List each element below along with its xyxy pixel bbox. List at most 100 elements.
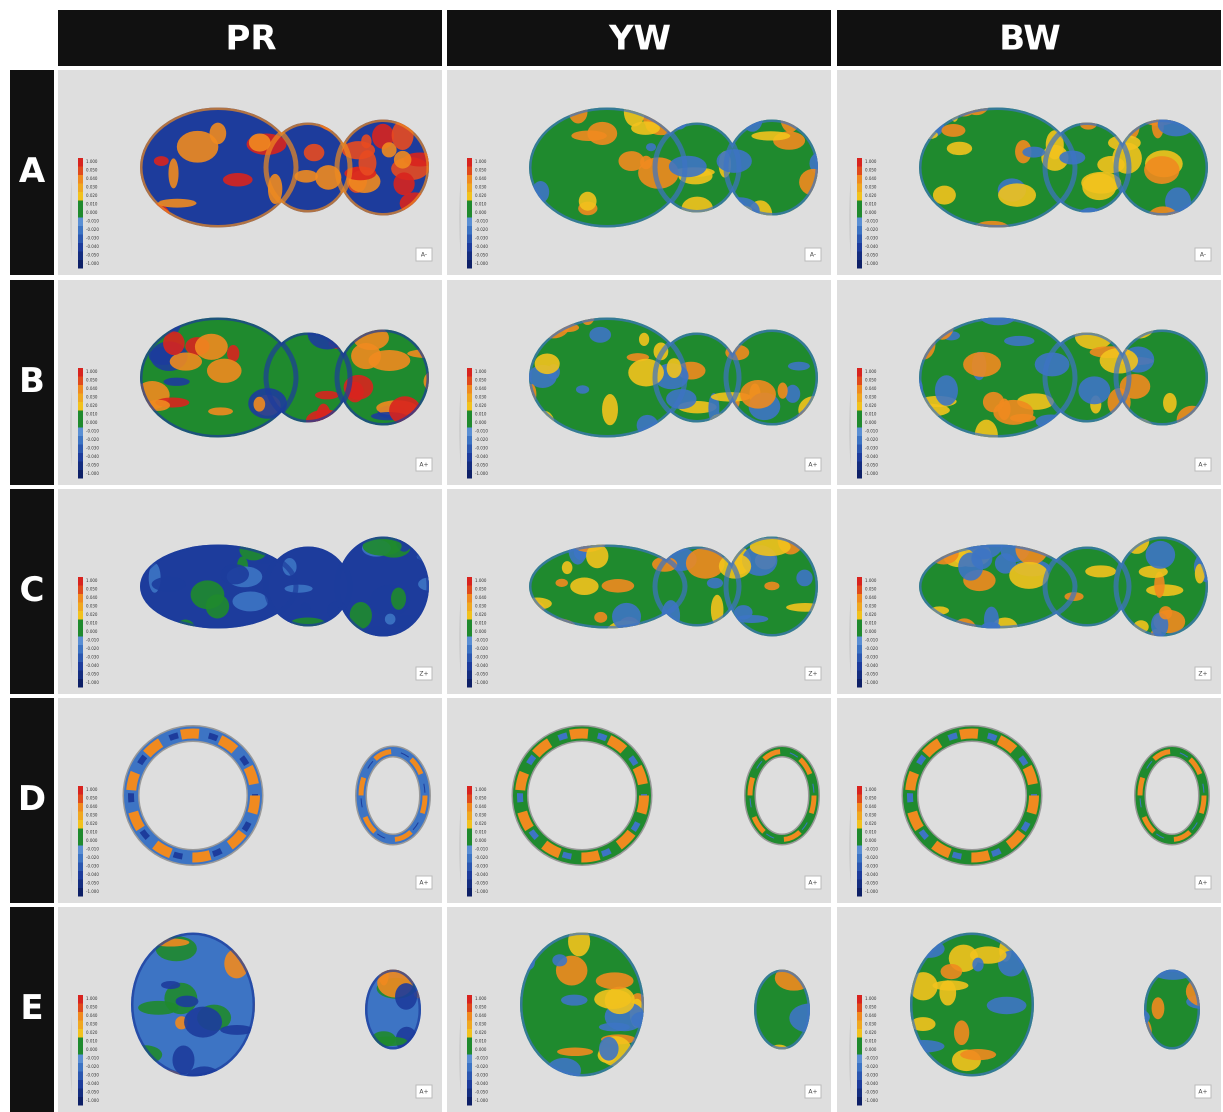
- scale-label: -1.000: [475, 889, 488, 894]
- scale-swatch: [857, 428, 862, 437]
- scale-label: -0.050: [865, 881, 878, 886]
- scale-swatch: [78, 419, 83, 428]
- scale-swatch: [467, 175, 472, 184]
- scale-label: 0.030: [475, 813, 487, 818]
- scale-swatch: [467, 462, 472, 471]
- scale-label: -0.030: [865, 864, 878, 869]
- scale-label: 0.050: [86, 1005, 98, 1010]
- scale-swatch: [857, 1097, 862, 1106]
- scale-swatch: [857, 888, 862, 897]
- scale-label: 0.030: [86, 1022, 98, 1027]
- scale-swatch: [467, 995, 472, 1004]
- row-label: C: [20, 570, 45, 610]
- scale-label: 1.000: [475, 159, 487, 164]
- scale-swatch: [467, 837, 472, 846]
- view-icon-label: A-: [421, 252, 427, 259]
- scale-swatch: [467, 594, 472, 603]
- view-icon-label: Z+: [1198, 671, 1207, 678]
- scale-label: -0.020: [865, 1064, 878, 1069]
- scale-label: 1.000: [865, 159, 877, 164]
- scale-label: -0.050: [86, 881, 99, 886]
- scale-swatch: [467, 628, 472, 637]
- scale-swatch: [857, 462, 862, 471]
- scale-swatch: [857, 829, 862, 838]
- scale-label: 0.040: [475, 595, 487, 600]
- scale-label: 0.020: [475, 193, 487, 198]
- scale-label: 0.000: [475, 1047, 487, 1052]
- view-icon-label: A-: [810, 252, 816, 259]
- scale-swatch: [78, 470, 83, 479]
- scale-label: -0.020: [86, 437, 99, 442]
- view-icon-label: A+: [808, 880, 817, 887]
- scale-label: 0.050: [86, 587, 98, 592]
- scale-swatch: [467, 419, 472, 428]
- scale-swatch: [857, 167, 862, 176]
- scale-swatch: [857, 252, 862, 261]
- panel: 1.0000.0500.0400.0300.0200.0100.000-0.01…: [447, 489, 840, 694]
- scale-label: 0.010: [865, 830, 877, 835]
- scale-swatch: [78, 820, 83, 829]
- scale-label: 0.000: [86, 420, 98, 425]
- scale-label: 1.000: [475, 996, 487, 1001]
- scale-label: -0.020: [86, 855, 99, 860]
- scale-swatch: [467, 411, 472, 420]
- scale-label: 0.010: [86, 830, 98, 835]
- scale-swatch: [857, 1029, 862, 1038]
- scale-label: 0.000: [865, 629, 877, 634]
- scale-label: 0.030: [475, 395, 487, 400]
- scale-swatch: [78, 209, 83, 218]
- scale-label: -0.040: [475, 663, 488, 668]
- scale-swatch: [467, 445, 472, 454]
- scale-label: 0.010: [865, 1039, 877, 1044]
- scale-swatch: [857, 218, 862, 227]
- scale-label: -0.020: [86, 227, 99, 232]
- scale-label: -0.030: [86, 446, 99, 451]
- scale-label: 0.030: [86, 604, 98, 609]
- scale-label: 0.050: [86, 378, 98, 383]
- scale-swatch: [78, 184, 83, 193]
- scale-label: -0.010: [865, 638, 878, 643]
- scale-label: 0.010: [86, 412, 98, 417]
- scale-label: 0.010: [86, 1039, 98, 1044]
- row-label: E: [20, 988, 43, 1028]
- scale-swatch: [857, 880, 862, 889]
- scale-swatch: [78, 1038, 83, 1047]
- scale-swatch: [78, 1080, 83, 1089]
- scale-label: 0.050: [475, 796, 487, 801]
- scale-label: 0.000: [86, 210, 98, 215]
- view-icon-label: A+: [419, 1089, 428, 1096]
- scale-swatch: [857, 837, 862, 846]
- scale-swatch: [467, 846, 472, 855]
- scale-swatch: [467, 385, 472, 394]
- scale-label: -0.030: [865, 446, 878, 451]
- scale-swatch: [78, 829, 83, 838]
- scale-swatch: [467, 611, 472, 620]
- scale-label: -0.020: [475, 437, 488, 442]
- scale-swatch: [467, 470, 472, 479]
- scale-label: -0.030: [86, 864, 99, 869]
- scale-label: -0.010: [86, 219, 99, 224]
- scale-swatch: [78, 218, 83, 227]
- column-header: BW: [999, 19, 1061, 59]
- scale-swatch: [857, 385, 862, 394]
- scale-swatch: [857, 846, 862, 855]
- scale-label: 0.010: [475, 1039, 487, 1044]
- scale-swatch: [78, 402, 83, 411]
- scale-label: -0.050: [865, 253, 878, 258]
- scale-swatch: [857, 1046, 862, 1055]
- scale-swatch: [78, 453, 83, 462]
- scale-swatch: [78, 871, 83, 880]
- panel: 1.0000.0500.0400.0300.0200.0100.000-0.01…: [58, 489, 454, 694]
- scale-label: 0.020: [865, 612, 877, 617]
- scale-label: 0.050: [475, 1005, 487, 1010]
- scale-swatch: [857, 445, 862, 454]
- scale-swatch: [78, 252, 83, 261]
- scale-swatch: [467, 1046, 472, 1055]
- view-icon-label: A+: [808, 462, 817, 469]
- scale-swatch: [467, 260, 472, 269]
- scale-swatch: [78, 586, 83, 595]
- scale-swatch: [857, 995, 862, 1004]
- scale-label: -0.040: [865, 663, 878, 668]
- scale-label: -1.000: [86, 680, 99, 685]
- scale-label: -1.000: [86, 1098, 99, 1103]
